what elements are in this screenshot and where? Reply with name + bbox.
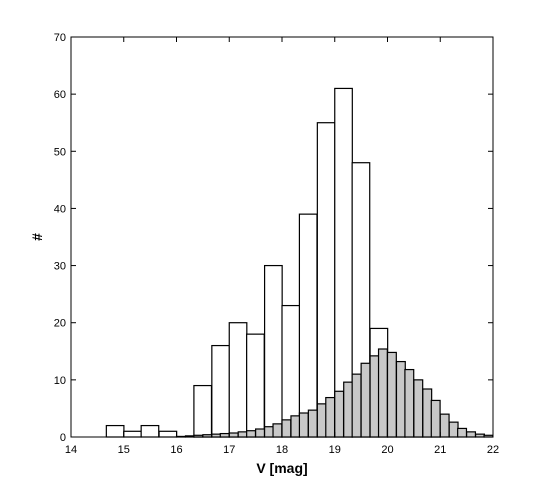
- filled-bar: [377, 348, 388, 438]
- x-axis-label: V [mag]: [256, 460, 307, 476]
- filled-bar: [413, 379, 424, 438]
- x-tick-label: 15: [118, 444, 130, 456]
- x-tick-label: 19: [329, 444, 341, 456]
- filled-bar: [237, 431, 248, 438]
- outline-bar: [246, 333, 265, 438]
- filled-bar: [448, 421, 459, 438]
- filled-bar: [316, 403, 327, 438]
- filled-bar: [351, 373, 362, 438]
- outline-bar: [228, 322, 248, 438]
- x-axis-ticks: 14 15 16 17 18 19 20 21 22: [65, 37, 499, 456]
- filled-bar: [369, 355, 380, 438]
- filled-bar: [219, 432, 230, 438]
- filled-bar: [404, 368, 415, 438]
- outline-bar: [263, 264, 283, 438]
- filled-histogram-bars: [175, 348, 494, 438]
- outline-bar: [140, 424, 160, 438]
- filled-bar: [246, 430, 257, 438]
- filled-bar: [334, 390, 345, 438]
- filled-bar: [439, 413, 450, 438]
- x-tick-label: 22: [487, 444, 499, 456]
- outline-bar: [123, 430, 142, 438]
- x-tick-label: 20: [381, 444, 393, 456]
- filled-bar: [343, 381, 354, 438]
- x-tick-label: 18: [276, 444, 288, 456]
- filled-bar: [263, 426, 275, 438]
- filled-bar: [272, 423, 283, 438]
- filled-bar: [430, 399, 441, 438]
- filled-bar: [255, 428, 266, 438]
- filled-bar: [298, 412, 309, 438]
- filled-bar: [360, 362, 371, 438]
- y-axis-label: #: [29, 233, 45, 241]
- outline-bar: [158, 430, 178, 438]
- filled-bar: [325, 396, 336, 438]
- filled-bar: [422, 388, 433, 438]
- filled-bar: [307, 409, 318, 438]
- outline-bar: [316, 122, 336, 438]
- outline-bar: [105, 424, 125, 438]
- outline-bar: [193, 384, 213, 438]
- y-tick-label: 0: [60, 432, 66, 444]
- filled-bar: [228, 432, 239, 438]
- x-tick-label: 21: [434, 444, 446, 456]
- y-tick-label: 40: [54, 203, 66, 215]
- y-tick-label: 50: [54, 146, 66, 158]
- x-tick-label: 17: [223, 444, 235, 456]
- outline-bar: [298, 213, 318, 438]
- y-tick-label: 20: [54, 318, 66, 330]
- y-axis-ticks: 0 10 20 30 40 50 60 70: [54, 32, 493, 444]
- y-tick-label: 70: [54, 32, 66, 44]
- x-tick-label: 16: [170, 444, 182, 456]
- y-tick-label: 30: [54, 261, 66, 273]
- y-tick-label: 10: [54, 375, 66, 387]
- outline-bar: [211, 344, 231, 438]
- filled-bar: [466, 431, 477, 438]
- filled-bar: [281, 419, 292, 438]
- filled-bar: [395, 360, 406, 438]
- y-tick-label: 60: [54, 89, 66, 101]
- filled-bar: [386, 351, 397, 438]
- filled-bar: [457, 427, 468, 438]
- filled-bar: [290, 415, 301, 438]
- x-tick-label: 14: [65, 444, 77, 456]
